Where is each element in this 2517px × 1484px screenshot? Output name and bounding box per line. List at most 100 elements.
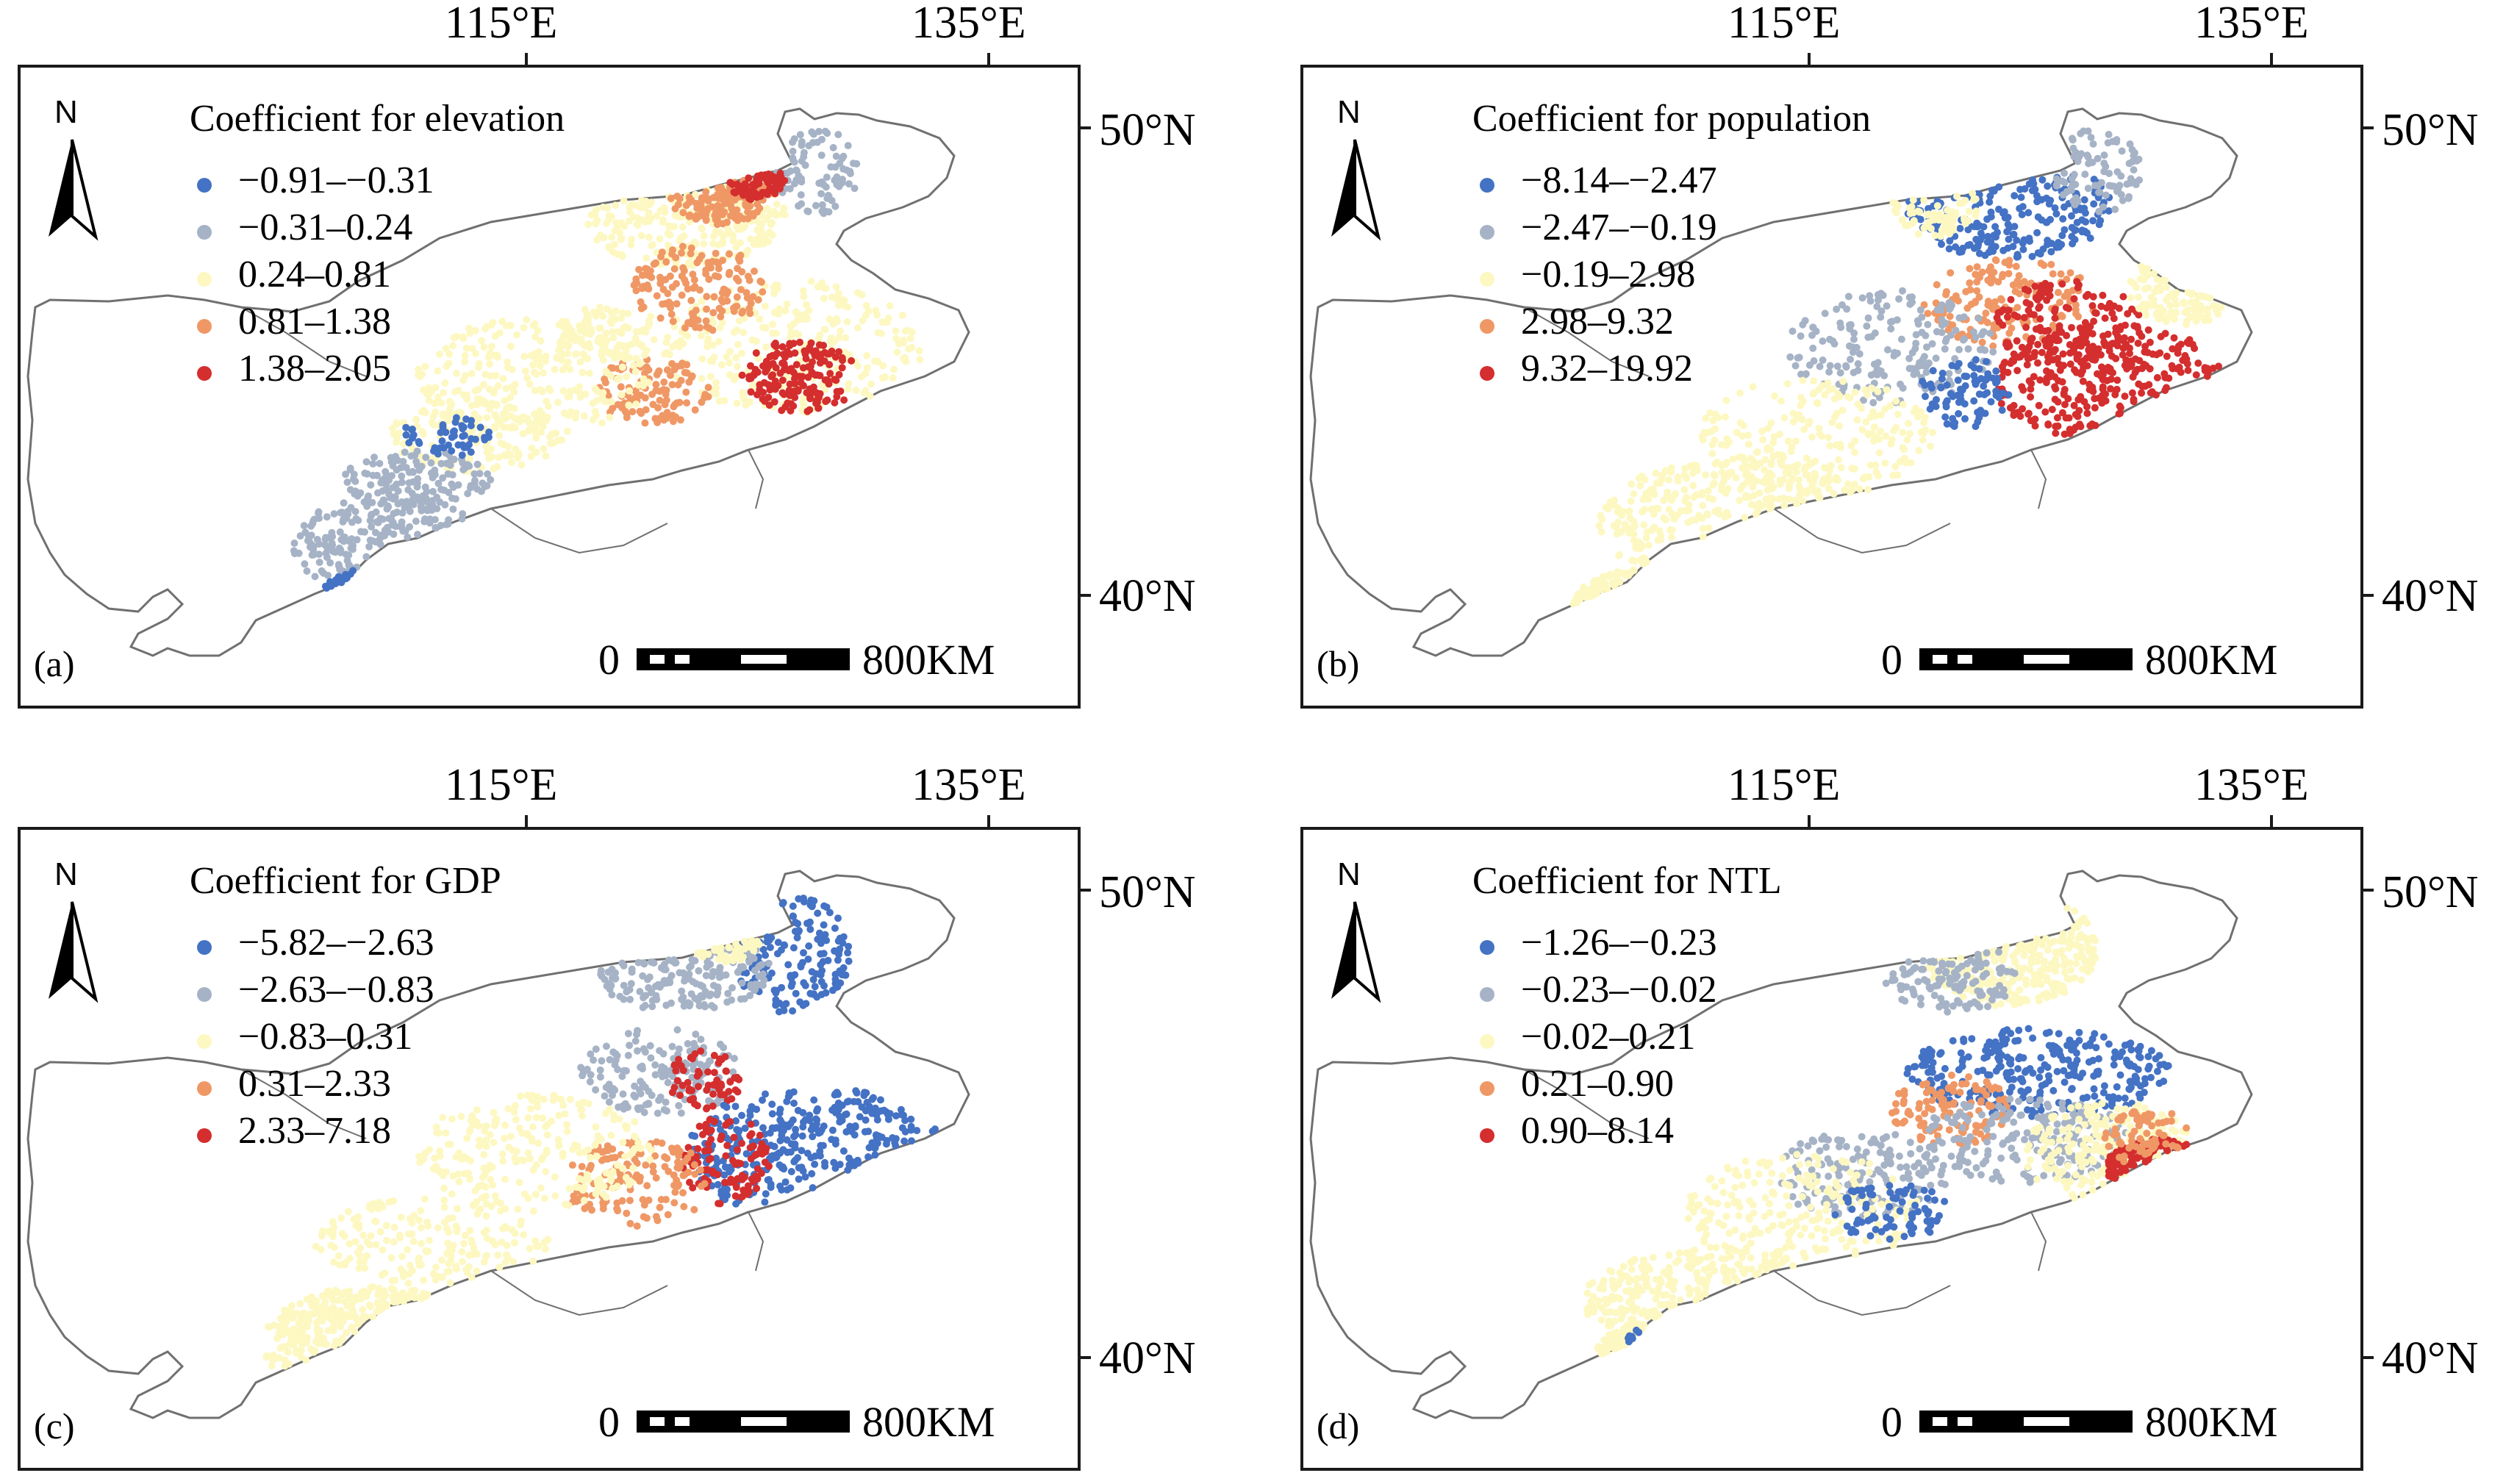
sample-point [2016,185,2024,193]
sample-point [2041,279,2049,287]
sample-point [465,462,473,470]
region-boundary [26,870,970,1419]
sample-point [1946,312,1954,320]
scale-bar-start: 0 [598,636,620,684]
sample-point [2162,296,2170,304]
sample-point [1905,420,1913,427]
sample-point [495,431,504,440]
sample-point [637,232,645,240]
sample-point [449,505,457,513]
sample-point [906,334,914,343]
sample-point [800,148,808,157]
sample-point [2031,415,2039,423]
sample-point [600,356,607,364]
sample-point [2013,367,2022,375]
sample-point [1916,306,1925,314]
sample-point [729,237,737,245]
scale-bar-start: 0 [1881,636,1902,684]
sample-point [745,375,753,383]
legend-swatch [197,178,212,193]
sample-point [2025,234,2033,243]
sample-point [2054,398,2062,406]
sample-point [784,1148,791,1156]
sample-point [2038,348,2046,356]
sample-point [613,348,621,356]
sample-point [2094,154,2102,162]
sample-point [2059,191,2067,199]
sample-point [846,170,854,178]
sample-point [740,329,748,337]
sample-point [1720,473,1728,481]
sample-point [2159,314,2167,322]
sample-point [800,381,807,390]
sample-point [1776,430,1784,438]
sample-point [820,921,828,929]
legend-swatch [197,366,212,381]
sample-point [1610,522,1618,530]
sample-point [848,1128,856,1136]
sample-point [710,1069,718,1077]
legend-label: 1.38–2.05 [238,348,391,390]
sample-point [1983,215,1991,223]
sample-point [521,367,529,375]
sample-point [726,179,734,187]
longitude-tick [525,53,528,66]
sample-point [1925,359,1933,368]
sample-point [2080,204,2088,212]
sample-point [2023,361,2031,369]
sample-point [1891,207,1899,215]
sample-point [838,179,846,187]
sample-point [790,158,798,166]
sample-point [1989,348,1997,356]
sample-point [2135,356,2144,365]
sample-point [1767,461,1775,469]
sample-point [2156,284,2163,292]
sample-point [726,371,734,379]
sample-point [611,1061,619,1069]
sample-point [808,368,816,376]
sample-point [1956,391,1964,399]
sample-point [409,426,416,433]
sample-point [853,1089,861,1097]
sample-point [330,510,338,518]
sample-point [1984,232,1992,240]
sample-point [2027,385,2035,393]
sample-point [836,1161,844,1169]
sample-point [585,369,593,377]
sample-point [647,1054,655,1062]
sample-point [765,959,773,967]
sample-point [1997,400,2005,408]
sample-point [762,215,770,223]
sample-point [668,283,676,291]
sample-point [832,283,840,291]
sample-point [1941,413,1949,421]
sample-point [1978,233,1986,241]
sample-point [2068,212,2075,220]
sample-point [2052,337,2060,345]
sample-point [2117,172,2125,180]
sample-point [1744,469,1752,476]
sample-point [1698,515,1706,523]
sample-point [2163,283,2171,291]
legend-swatch [1480,178,1494,193]
sample-point [537,429,545,437]
sample-point [2035,304,2043,312]
sample-point [762,951,770,959]
sample-point [481,483,489,491]
sample-point [721,952,729,960]
sample-point [1989,342,1997,350]
sample-point [465,454,473,462]
sample-point [638,343,646,351]
sample-point [1837,464,1845,472]
sample-point [2172,309,2180,317]
sample-point [1970,397,1978,405]
sample-point [2203,293,2211,301]
sample-point [631,1037,640,1045]
sample-point [1985,267,1993,275]
sample-point [729,1068,737,1076]
sample-point [843,318,851,326]
sample-point [2113,342,2122,350]
sample-point [2126,140,2134,148]
sample-point [587,1071,595,1079]
sample-point [652,992,660,1000]
